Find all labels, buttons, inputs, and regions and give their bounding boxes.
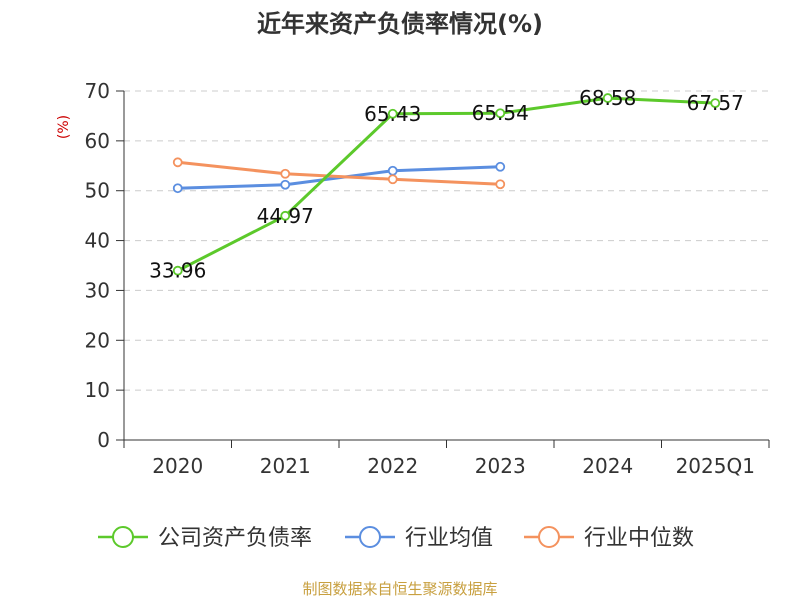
legend: 公司资产负债率 行业均值 行业中位数 <box>98 526 694 551</box>
legend-circle-marker <box>538 526 560 548</box>
data-point <box>280 179 291 190</box>
data-label: 65.54 <box>472 101 529 125</box>
x-tick-label: 2021 <box>260 454 311 478</box>
data-point <box>280 210 291 221</box>
x-tick-label: 2023 <box>475 454 526 478</box>
y-axis-label: (%) <box>56 115 72 139</box>
data-point <box>172 183 183 194</box>
y-axis: 0 10 20 30 40 50 60 70 <box>85 79 124 452</box>
legend-label: 公司资产负债率 <box>158 526 312 551</box>
x-tick-label: 2024 <box>582 454 633 478</box>
y-tick-label: 70 <box>85 79 110 103</box>
y-tick-label: 60 <box>85 129 110 153</box>
legend-circle-marker <box>359 526 381 548</box>
y-tick-label: 20 <box>85 328 110 352</box>
legend-circle-marker <box>112 526 134 548</box>
data-labels: 33.96 44.97 65.43 65.54 68.58 67.57 <box>149 86 744 283</box>
legend-item[interactable]: 行业中位数 <box>524 526 694 551</box>
series-layer <box>172 93 721 276</box>
y-tick-label: 50 <box>85 179 110 203</box>
data-label: 68.58 <box>579 86 636 110</box>
data-label: 44.97 <box>257 204 314 228</box>
data-point <box>495 179 506 190</box>
data-point <box>495 161 506 172</box>
x-axis: 2020 2021 2022 2023 2024 2025Q1 <box>123 440 770 478</box>
series-line <box>177 160 501 186</box>
data-point <box>172 265 183 276</box>
y-tick-label: 40 <box>85 229 110 253</box>
data-point <box>172 157 183 168</box>
data-label: 33.96 <box>149 259 206 283</box>
data-point <box>387 165 398 176</box>
data-point <box>280 168 291 179</box>
series-line <box>177 96 716 273</box>
y-tick-label: 10 <box>85 378 110 402</box>
data-point <box>710 98 721 109</box>
x-tick-label: 2022 <box>367 454 418 478</box>
legend-label: 行业中位数 <box>584 526 694 551</box>
x-tick-label: 2020 <box>152 454 203 478</box>
y-tick-label: 0 <box>97 428 110 452</box>
chart-title: 近年来资产负债率情况(%) <box>257 10 543 38</box>
data-label: 65.43 <box>364 102 421 126</box>
legend-label: 行业均值 <box>405 526 493 551</box>
legend-item[interactable]: 公司资产负债率 <box>98 526 312 551</box>
data-label: 67.57 <box>687 91 744 115</box>
grid <box>124 90 769 391</box>
legend-item[interactable]: 行业均值 <box>345 526 493 551</box>
data-point <box>495 108 506 119</box>
data-point <box>602 93 613 103</box>
y-tick-label: 30 <box>85 278 110 302</box>
data-point <box>387 174 398 185</box>
data-point <box>387 108 398 119</box>
axes <box>123 91 769 441</box>
source-note: 制图数据来自恒生聚源数据库 <box>302 580 497 598</box>
x-tick-label: 2025Q1 <box>676 454 755 478</box>
